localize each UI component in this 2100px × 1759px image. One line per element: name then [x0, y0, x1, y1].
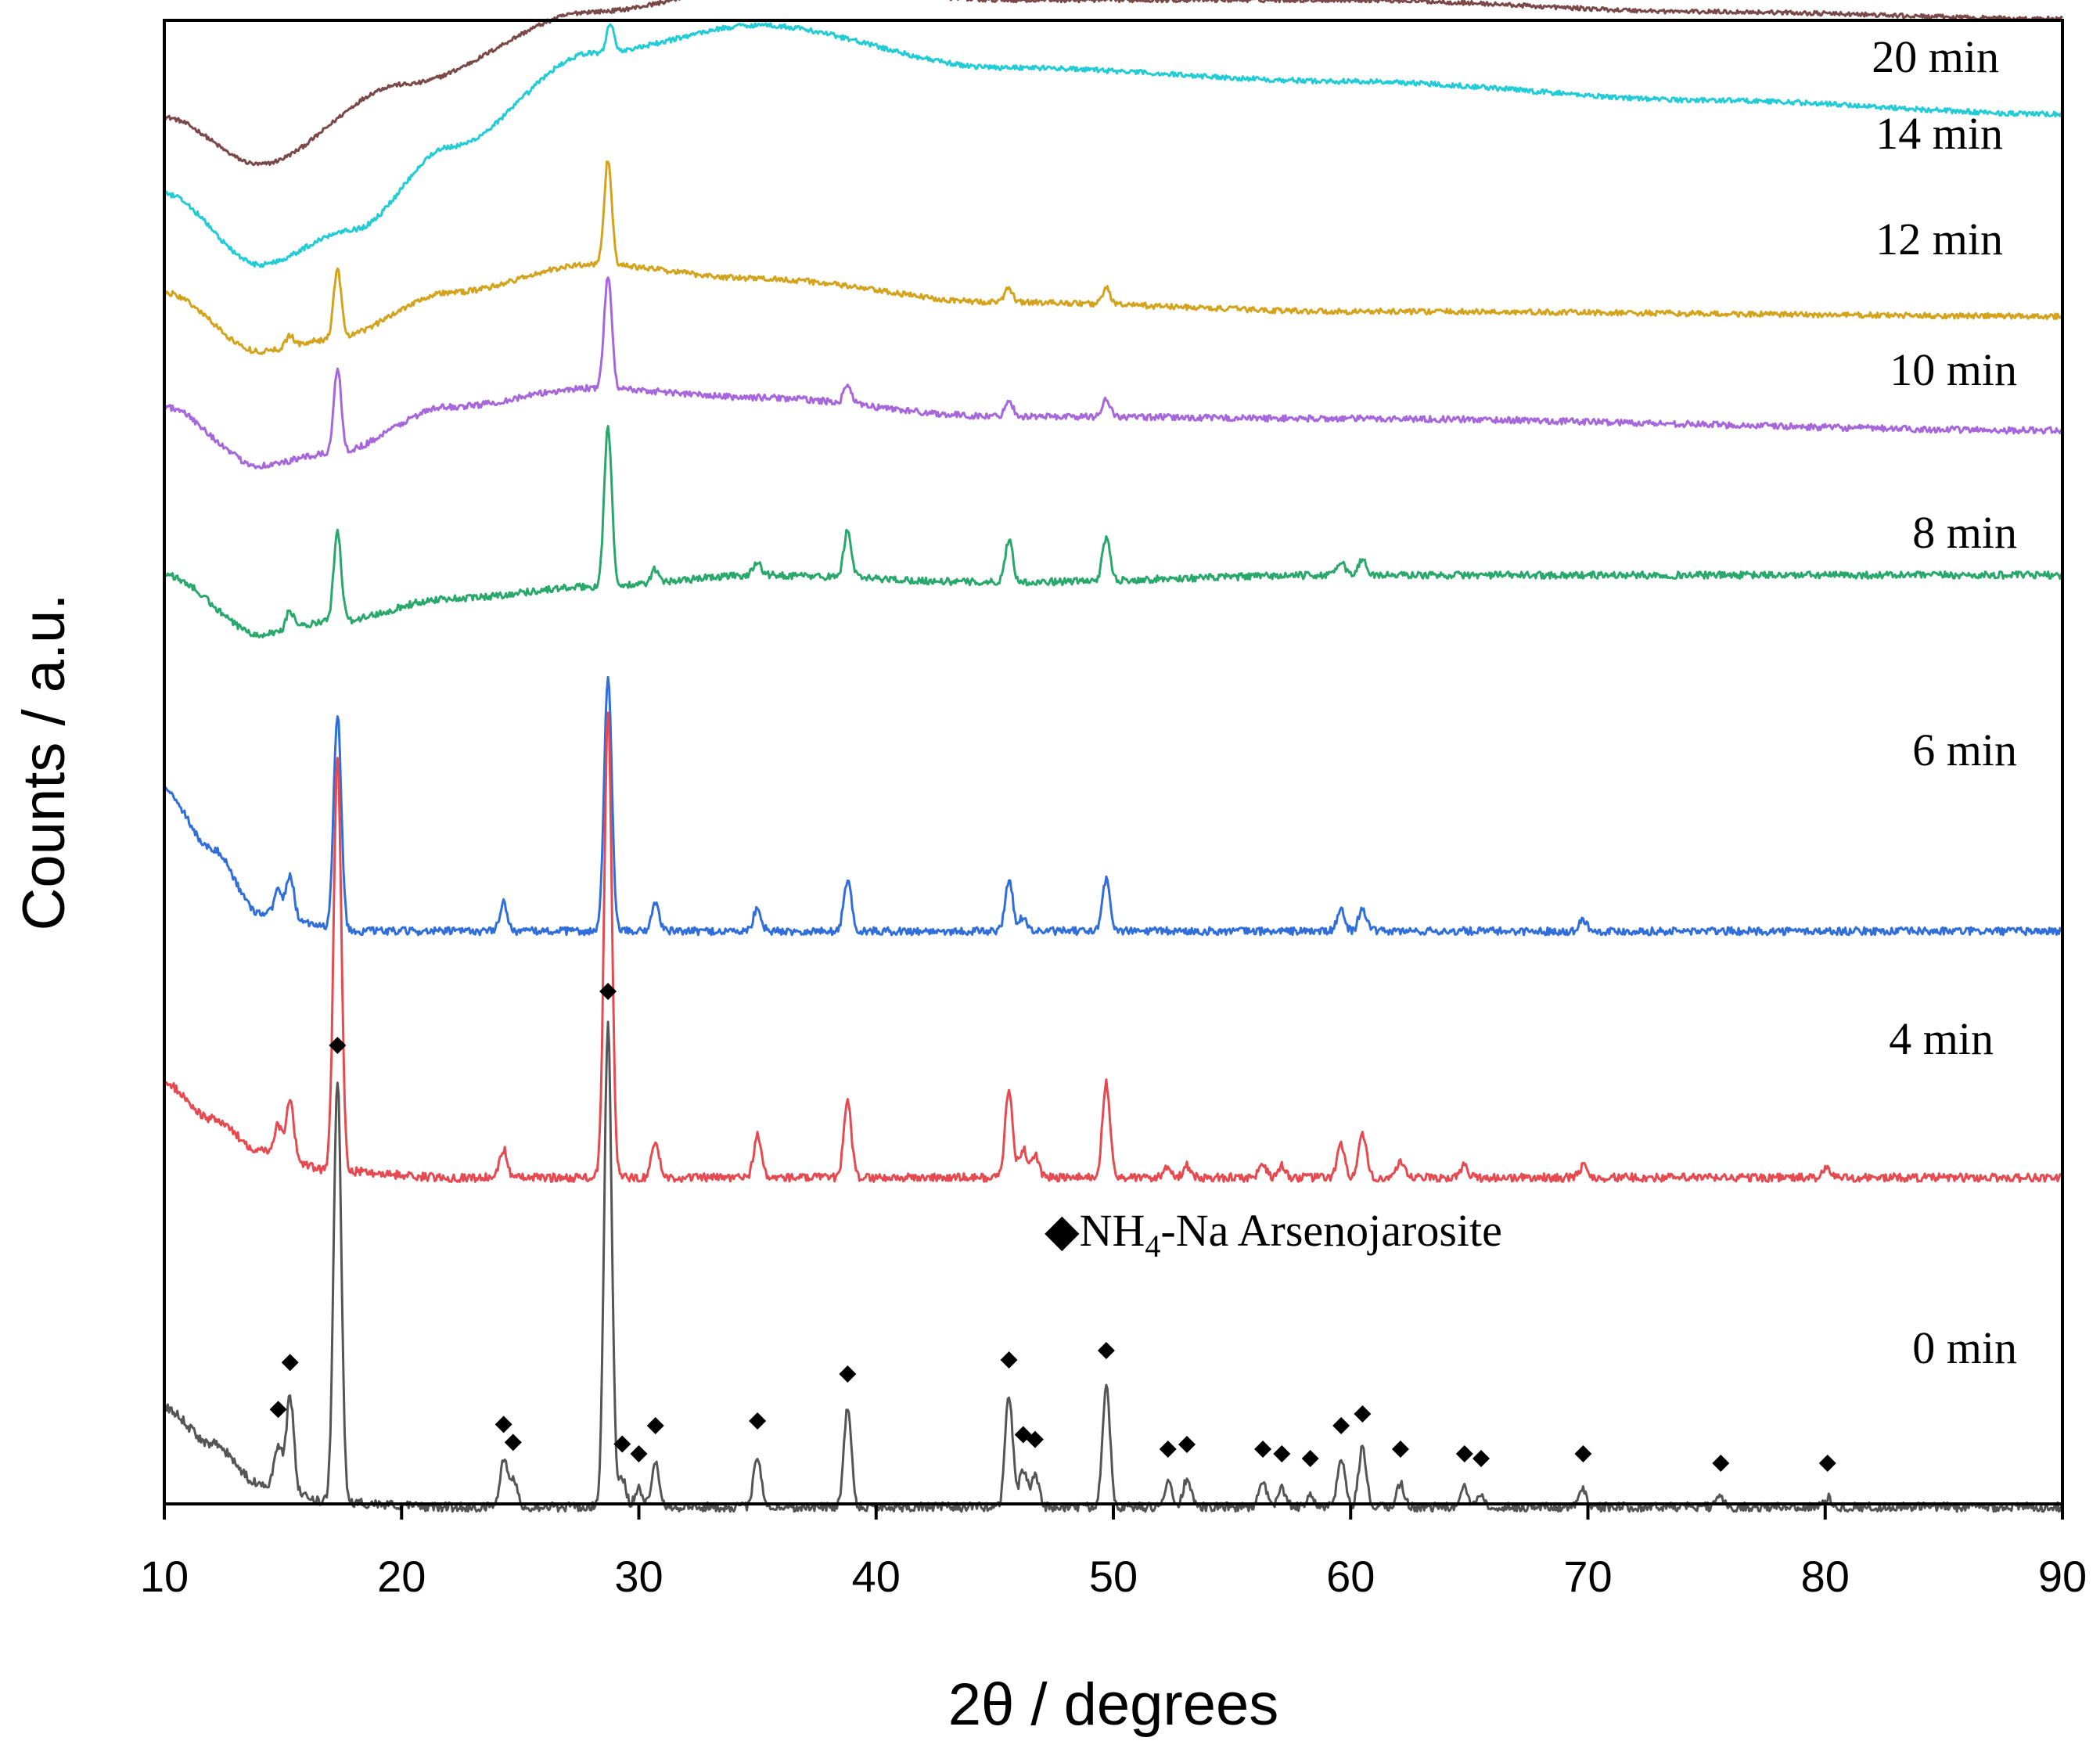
x-tick-label: 70 — [1563, 1552, 1612, 1601]
y-axis-title: Counts / a.u. — [11, 594, 77, 931]
peak-marker-diamond — [1273, 1444, 1291, 1462]
peak-marker-diamond — [1254, 1440, 1272, 1458]
peak-marker-diamond — [1026, 1430, 1044, 1448]
peak-marker-diamond — [1574, 1445, 1592, 1462]
series-labels: 20 min 14 min 12 min 10 min 8 min 6 min 4 min 0… — [1872, 31, 2017, 1373]
peak-marker-diamond — [646, 1416, 664, 1434]
peak-marker-diamond — [1332, 1417, 1350, 1434]
series-line-4-min — [163, 711, 2063, 1183]
peak-marker-diamond — [630, 1444, 648, 1462]
legend-subscript: 4 — [1145, 1228, 1160, 1264]
peak-marker-diamond — [1391, 1441, 1409, 1458]
legend: ◆NH4-Na Arsenojarosite — [1045, 1205, 1502, 1264]
series-label-14-min: 14 min — [1875, 108, 2003, 159]
series-label-6-min: 6 min — [1912, 725, 2017, 775]
x-axis-title: 2θ / degrees — [948, 1671, 1279, 1738]
x-tick-label: 30 — [614, 1552, 663, 1601]
series-label-4-min: 4 min — [1889, 1013, 1994, 1064]
x-tick-label: 10 — [140, 1552, 189, 1601]
peak-marker-diamond — [269, 1401, 287, 1419]
series-line-6-min — [163, 675, 2064, 937]
legend-suffix: -Na Arsenojarosite — [1160, 1205, 1501, 1256]
peak-marker-diamond — [749, 1412, 767, 1430]
peak-marker-diamond — [613, 1435, 631, 1453]
peak-marker-diamond — [281, 1354, 299, 1372]
peak-marker-diamond — [599, 982, 617, 1000]
peak-marker-diamond — [1473, 1449, 1490, 1467]
peak-marker-diamond — [1354, 1405, 1372, 1423]
series-label-8-min: 8 min — [1912, 507, 2017, 558]
series-label-20-min: 20 min — [1872, 31, 1999, 82]
x-tick-label: 50 — [1089, 1552, 1138, 1601]
legend-prefix: ◆NH — [1045, 1205, 1145, 1256]
series-layer — [163, 0, 2064, 1513]
peak-marker-diamond — [329, 1037, 347, 1055]
x-tick-label: 20 — [377, 1552, 426, 1601]
series-line-20-min — [164, 0, 2063, 167]
series-line-10-min — [163, 276, 2064, 470]
x-axis-ticks: 10 20 30 40 50 60 70 80 90 — [140, 1504, 2087, 1601]
peak-marker-diamond — [1178, 1435, 1196, 1453]
series-label-12-min: 12 min — [1875, 214, 2003, 264]
peak-marker-diamond — [494, 1415, 512, 1433]
peak-marker-diamond — [1159, 1440, 1177, 1458]
series-line-0-min — [163, 1020, 2064, 1513]
peak-markers — [269, 982, 1836, 1472]
series-line-12-min — [163, 160, 2064, 355]
series-line-8-min — [164, 425, 2063, 638]
peak-marker-diamond — [1000, 1351, 1018, 1369]
x-tick-label: 80 — [1801, 1552, 1850, 1601]
series-label-10-min: 10 min — [1890, 344, 2017, 395]
series-label-0-min: 0 min — [1912, 1322, 2017, 1373]
peak-marker-diamond — [1097, 1342, 1115, 1359]
x-tick-label: 90 — [2038, 1552, 2087, 1601]
x-tick-label: 60 — [1326, 1552, 1375, 1601]
peak-marker-diamond — [1455, 1444, 1473, 1462]
x-tick-label: 40 — [852, 1552, 901, 1601]
peak-marker-diamond — [1712, 1455, 1730, 1472]
series-line-14-min — [164, 22, 2063, 268]
peak-marker-diamond — [504, 1433, 522, 1451]
peak-marker-diamond — [839, 1365, 857, 1383]
peak-marker-diamond — [1301, 1450, 1319, 1467]
peak-marker-diamond — [1818, 1455, 1836, 1472]
